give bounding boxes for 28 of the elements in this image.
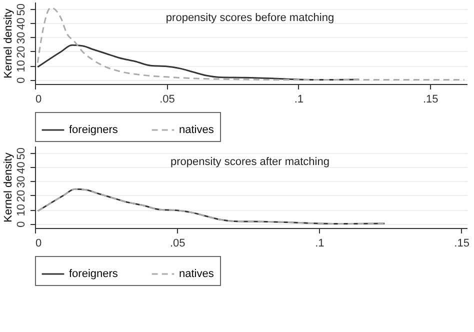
y-tick-label: 30 [16,176,28,188]
legend-label: natives [179,124,214,136]
x-tick-label: 0 [36,94,42,106]
y-tick-label: 40 [16,18,28,30]
y-tick-label: 0 [16,77,28,84]
text: propensity scores after matching [170,156,330,168]
legend-label: foreigners [69,124,118,136]
y-tick-label: 20 [16,190,28,202]
legend-label: foreigners [69,268,118,280]
y-tick-label: 20 [16,46,28,58]
y-tick-label: 30 [16,32,28,44]
y-tick-label: 50 [16,3,28,16]
x-tick-label: .15 [454,238,470,250]
y-tick-label: 10 [16,204,28,216]
y-tick-label: 40 [16,162,28,174]
x-tick-label: 0 [36,238,42,250]
x-tick-label: .05 [170,238,186,250]
text: propensity scores before matching [166,12,334,24]
legend-label: natives [179,268,214,280]
x-tick-label: .1 [315,238,324,250]
y-tick-label: 0 [16,221,28,228]
y-tick-label: 10 [16,60,28,72]
y-axis-title: Kernel density [2,152,14,222]
x-tick-label: .15 [422,94,438,106]
x-tick-label: .05 [160,94,175,106]
y-tick-label: 50 [16,147,28,160]
x-tick-label: .1 [294,94,304,106]
y-axis-title: Kernel density [2,8,14,78]
